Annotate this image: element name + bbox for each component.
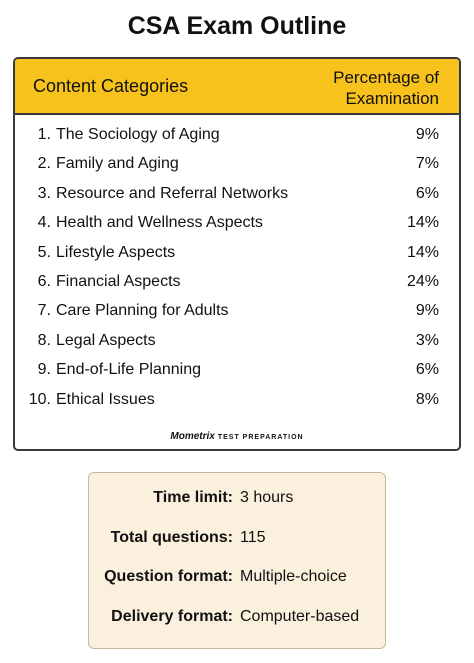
info-value: Multiple-choice xyxy=(240,568,347,585)
category-name: Care Planning for Adults xyxy=(56,302,229,320)
column-header: Percentage of Examination xyxy=(333,68,439,108)
outline-table: Content Categories Percentage of Examina… xyxy=(13,57,461,451)
category-name: Health and Wellness Aspects xyxy=(56,214,263,232)
info-label: Question format: xyxy=(104,568,233,585)
logo: Mometrix TEST PREPARATION xyxy=(15,431,459,442)
category-name: Resource and Referral Networks xyxy=(56,184,289,202)
info-label: Time limit: xyxy=(153,489,233,506)
category-name: Financial Aspects xyxy=(56,273,181,290)
row-number: 9. xyxy=(37,361,51,379)
percentage: 14% xyxy=(406,243,439,261)
table-header: Content Categories Percentage of Examina… xyxy=(15,59,459,115)
percentage: 7% xyxy=(415,155,439,173)
logo-tagline: TEST PREPARATION xyxy=(217,434,304,441)
category-name: Ethical Issues xyxy=(56,390,155,408)
row-number: 6. xyxy=(37,273,51,290)
percentage: 24% xyxy=(406,273,439,290)
percentage: 14% xyxy=(406,214,439,232)
info-value: 115 xyxy=(240,528,266,546)
percentage: 8% xyxy=(415,390,439,408)
category-name: The Sociology of Aging xyxy=(56,126,220,143)
percentage: 9% xyxy=(415,302,439,320)
row-number: 2. xyxy=(37,155,51,173)
logo-brand: Mometrix xyxy=(170,431,215,442)
row-number: 4. xyxy=(37,214,51,232)
row-number: 10. xyxy=(28,390,51,408)
percentage: 6% xyxy=(415,184,439,202)
percentage: 3% xyxy=(415,331,439,349)
info-value: Computer-based xyxy=(240,607,360,625)
row-number: 5. xyxy=(37,243,51,261)
category-name: Family and Aging xyxy=(56,155,179,173)
percentage: 9% xyxy=(415,126,439,143)
title: CSA Exam Outline xyxy=(127,12,347,40)
category-name: End-of-Life Planning xyxy=(56,361,201,379)
row-number: 8. xyxy=(37,331,51,349)
row-number: 3. xyxy=(37,184,51,202)
row-number: 1. xyxy=(37,126,51,143)
percentage: 6% xyxy=(415,361,439,379)
info-label: Delivery format: xyxy=(111,607,233,625)
column-header: Content Categories xyxy=(33,76,189,96)
category-name: Lifestyle Aspects xyxy=(56,243,176,261)
info-box: Time limit: 3 hours Total questions: 115 Que… xyxy=(88,472,386,649)
category-name: Legal Aspects xyxy=(56,331,156,349)
row-number: 7. xyxy=(37,302,51,320)
info-label: Total questions: xyxy=(110,528,233,546)
info-value: 3 hours xyxy=(240,489,294,506)
